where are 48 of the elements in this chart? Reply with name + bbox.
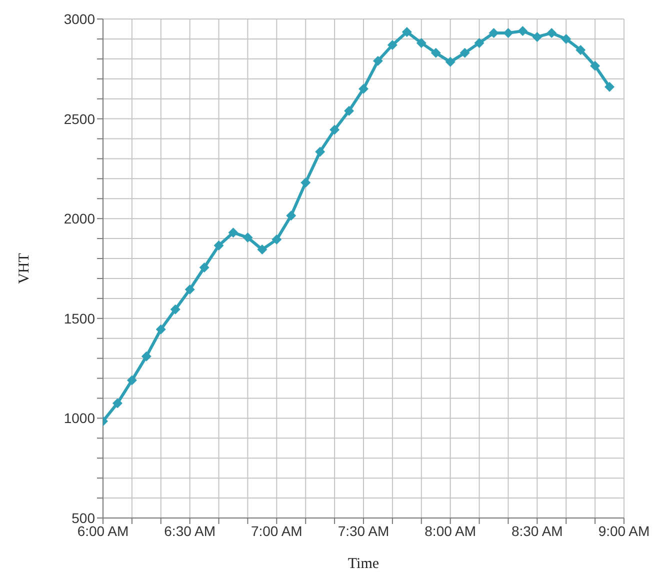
- point: [561, 34, 572, 44]
- point: [402, 26, 412, 37]
- point: [416, 38, 426, 48]
- point: [300, 178, 311, 188]
- y-tick-label: 1000: [64, 410, 96, 426]
- point: [474, 38, 484, 48]
- point: [272, 234, 282, 245]
- x-tick-label: 7:00 AM: [250, 522, 302, 539]
- point: [112, 398, 122, 408]
- point: [214, 240, 224, 251]
- y-axis-title: VHT: [16, 253, 32, 284]
- point: [199, 262, 210, 272]
- point: [546, 28, 557, 38]
- point: [358, 84, 368, 94]
- point: [488, 28, 499, 38]
- point: [430, 48, 441, 58]
- x-tick-label: 9:00 AM: [598, 522, 650, 539]
- point: [387, 40, 398, 50]
- y-tick-label: 2500: [64, 110, 96, 127]
- point: [126, 375, 137, 386]
- point: [257, 244, 268, 255]
- point: [503, 28, 514, 38]
- point: [330, 124, 340, 135]
- point: [228, 228, 238, 238]
- point: [532, 32, 542, 42]
- point: [372, 56, 383, 66]
- x-axis-title: Time: [348, 556, 380, 572]
- y-tick-label: 3000: [64, 10, 96, 27]
- point: [344, 106, 354, 116]
- x-tick-label: 7:30 AM: [338, 522, 390, 539]
- y-tick-label: 1500: [64, 310, 96, 326]
- point: [242, 232, 253, 243]
- point: [141, 351, 152, 362]
- x-tick-label: 8:00 AM: [424, 522, 476, 539]
- point: [184, 284, 195, 294]
- point: [286, 210, 296, 221]
- point: [590, 60, 600, 71]
- point: [518, 26, 528, 36]
- point: [315, 146, 326, 157]
- point: [460, 48, 470, 58]
- x-tick-label: 6:30 AM: [164, 522, 216, 539]
- point: [576, 44, 586, 55]
- point: [604, 82, 615, 92]
- point: [445, 56, 456, 67]
- y-tick-label: 2000: [64, 210, 96, 227]
- point: [156, 324, 166, 334]
- x-tick-label: 8:30 AM: [511, 522, 563, 539]
- point: [170, 304, 180, 314]
